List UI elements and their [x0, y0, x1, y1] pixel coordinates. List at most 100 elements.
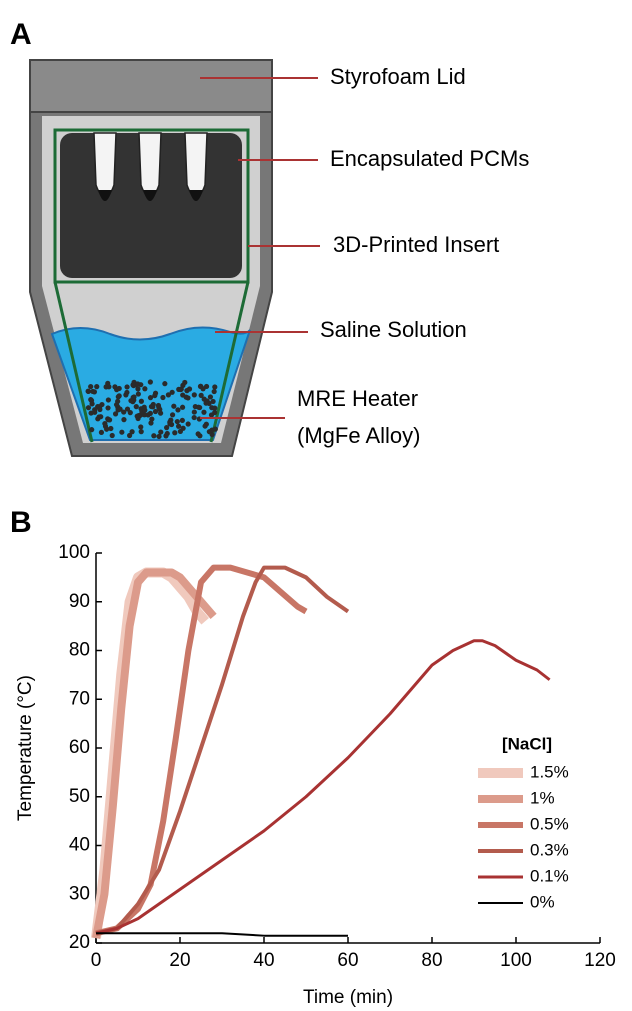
- series-line: [96, 573, 214, 939]
- particle: [142, 386, 147, 391]
- x-tick-label: 40: [253, 950, 274, 971]
- particle: [103, 424, 108, 429]
- particle: [167, 420, 172, 425]
- particle: [110, 433, 115, 438]
- legend-label: 0.3%: [530, 840, 569, 859]
- particle: [203, 401, 208, 406]
- particle: [212, 406, 217, 411]
- particle: [139, 399, 144, 404]
- particle: [88, 384, 93, 389]
- x-axis-title: Time (min): [303, 987, 393, 1008]
- particle: [175, 407, 180, 412]
- particle: [170, 412, 175, 417]
- particle: [175, 419, 180, 424]
- particle: [180, 405, 185, 410]
- particle: [106, 397, 111, 402]
- particle: [112, 384, 117, 389]
- particle: [181, 426, 186, 431]
- particle: [201, 410, 206, 415]
- tubes: [94, 133, 207, 201]
- particle: [211, 399, 216, 404]
- x-tick-label: 120: [584, 950, 616, 971]
- particle: [162, 381, 167, 386]
- legend-label: 0%: [530, 892, 555, 911]
- apparatus-diagram: [30, 60, 272, 456]
- figure: A Styrofoam Lid Encapsulated PCMs 3D-Pri…: [0, 0, 632, 1011]
- particle: [86, 405, 91, 410]
- particle: [104, 384, 109, 389]
- particle: [208, 394, 213, 399]
- diagram-label: (MgFe Alloy): [297, 423, 420, 448]
- tube: [94, 133, 116, 198]
- diagram-label: MRE Heater: [297, 386, 418, 411]
- particle: [135, 414, 140, 419]
- particle: [145, 412, 150, 417]
- particle: [130, 382, 135, 387]
- particle: [98, 414, 103, 419]
- panel-label: A: [10, 18, 32, 51]
- particle: [171, 404, 176, 409]
- particle: [180, 392, 185, 397]
- legend-label: 0.5%: [530, 814, 569, 833]
- particle: [196, 405, 201, 410]
- particle: [94, 384, 99, 389]
- particle: [151, 402, 156, 407]
- particle: [117, 393, 122, 398]
- legend-label: 1%: [530, 788, 555, 807]
- tube: [185, 133, 207, 198]
- x-tick-label: 20: [169, 950, 190, 971]
- particle: [212, 389, 217, 394]
- particle: [97, 407, 102, 412]
- particle: [135, 386, 140, 391]
- particle: [89, 427, 94, 432]
- diagram-label: Saline Solution: [320, 317, 467, 342]
- particle: [164, 425, 169, 430]
- particle: [86, 389, 91, 394]
- particle: [166, 392, 171, 397]
- particle: [180, 418, 185, 423]
- particle: [158, 429, 163, 434]
- particle: [172, 430, 177, 435]
- particle: [128, 398, 133, 403]
- particle: [156, 405, 161, 410]
- tube: [139, 133, 161, 198]
- particle: [200, 386, 205, 391]
- particle: [115, 399, 120, 404]
- particle: [192, 415, 197, 420]
- particle: [92, 410, 97, 415]
- particle: [125, 406, 130, 411]
- y-tick-label: 50: [69, 786, 90, 807]
- particle: [113, 411, 118, 416]
- particle: [129, 429, 134, 434]
- y-tick-label: 90: [69, 591, 90, 612]
- particle: [151, 433, 156, 438]
- particle: [121, 417, 126, 422]
- particle: [212, 384, 217, 389]
- particle: [148, 379, 153, 384]
- particle: [163, 433, 168, 438]
- diagram-label: Styrofoam Lid: [330, 64, 466, 89]
- particle: [192, 409, 197, 414]
- legend-label: 1.5%: [530, 762, 569, 781]
- particle: [134, 404, 139, 409]
- lid: [30, 60, 272, 112]
- particle: [160, 395, 165, 400]
- particle: [124, 390, 129, 395]
- particle: [158, 411, 163, 416]
- y-tick-label: 20: [69, 932, 90, 953]
- particle: [136, 391, 141, 396]
- particle: [89, 401, 94, 406]
- particle: [124, 384, 129, 389]
- particle: [204, 422, 209, 427]
- x-tick-label: 60: [337, 950, 358, 971]
- legend-label: 0.1%: [530, 866, 569, 885]
- series-line: [96, 933, 348, 935]
- legend-title: [NaCl]: [502, 734, 552, 753]
- y-axis-title: Temperature (°C): [15, 675, 36, 821]
- diagram-label: 3D-Printed Insert: [333, 232, 499, 257]
- panel-label: B: [10, 506, 32, 539]
- particle: [99, 430, 104, 435]
- y-tick-label: 60: [69, 737, 90, 758]
- x-tick-label: 100: [500, 950, 532, 971]
- x-tick-label: 0: [91, 950, 102, 971]
